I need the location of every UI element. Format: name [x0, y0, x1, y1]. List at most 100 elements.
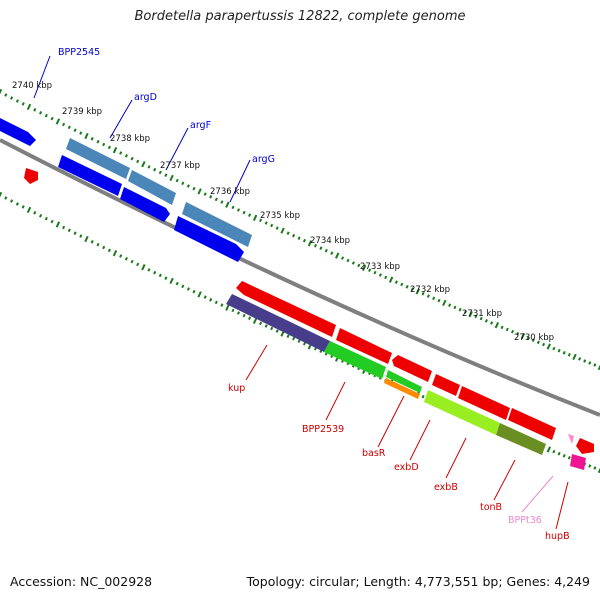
minor-tick — [357, 263, 361, 268]
minor-tick — [130, 156, 134, 161]
major-tick — [415, 288, 420, 295]
gene-bpp2539[interactable] — [324, 341, 386, 379]
minor-tick — [62, 122, 66, 127]
minor-tick — [236, 311, 241, 315]
label-bpp2545[interactable]: BPP2545 — [58, 47, 100, 58]
gene-argg[interactable] — [182, 202, 252, 247]
scale-label-2730: 2730 kbp — [514, 333, 554, 343]
major-tick — [112, 250, 118, 257]
gene-argd[interactable] — [66, 138, 130, 179]
minor-tick — [192, 289, 196, 294]
gene-basr[interactable] — [386, 370, 422, 393]
minor-tick — [73, 128, 77, 132]
gene-argd-arrow[interactable] — [58, 155, 122, 196]
gene-tonb[interactable] — [496, 423, 546, 455]
minor-tick — [158, 170, 162, 175]
minor-tick — [220, 303, 224, 307]
minor-tick — [153, 167, 157, 172]
minor-tick — [147, 165, 151, 169]
label-hupb[interactable]: hupB — [545, 531, 570, 542]
gene-bpp2539-red[interactable] — [336, 328, 392, 364]
minor-tick — [400, 282, 404, 287]
gene-exbb-red[interactable] — [458, 386, 510, 420]
minor-tick — [248, 213, 252, 217]
scale-label-2736: 2736 kbp — [210, 187, 250, 197]
minor-tick — [231, 308, 235, 313]
scale-label-2735: 2735 kbp — [260, 211, 300, 221]
minor-tick — [458, 307, 462, 312]
minor-tick — [463, 310, 467, 314]
minor-tick — [203, 295, 207, 299]
minor-tick — [500, 325, 504, 330]
minor-tick — [175, 281, 179, 286]
label-exbb[interactable]: exbB — [434, 482, 458, 493]
gene-argf[interactable] — [128, 170, 176, 205]
gene-exbb[interactable] — [424, 390, 500, 435]
gene-kup[interactable] — [226, 294, 330, 352]
minor-tick — [536, 340, 540, 345]
gene-exbd-red[interactable] — [432, 374, 460, 396]
major-tick — [597, 363, 600, 371]
label-tonb[interactable]: tonB — [480, 502, 502, 513]
label-exbd[interactable]: exbD — [394, 462, 419, 473]
scale-label-2731: 2731 kbp — [462, 309, 502, 319]
gene-basr-red[interactable] — [392, 355, 432, 382]
minor-tick — [567, 353, 571, 357]
minor-tick — [107, 145, 111, 150]
label-argd[interactable]: argD — [134, 92, 157, 103]
gene-bppt36[interactable] — [568, 434, 574, 444]
label-argf[interactable]: argF — [190, 120, 211, 131]
minor-tick — [214, 300, 218, 305]
gene-hupb-red[interactable] — [576, 438, 594, 454]
minor-tick — [90, 137, 94, 141]
minor-tick — [10, 96, 14, 100]
minor-tick — [96, 139, 100, 144]
minor-tick — [50, 219, 54, 224]
minor-tick — [4, 93, 8, 97]
label-basr[interactable]: basR — [362, 448, 386, 459]
gene-hupb[interactable] — [570, 454, 586, 470]
label-bppt36[interactable]: BPPt36 — [508, 515, 542, 526]
minor-tick — [44, 113, 48, 118]
minor-tick — [164, 276, 168, 280]
minor-tick — [181, 181, 185, 186]
major-tick — [0, 191, 3, 199]
gene-argf-arrow[interactable] — [120, 187, 170, 222]
minor-tick — [384, 275, 388, 280]
gene-kup-red[interactable] — [236, 281, 336, 337]
minor-tick — [567, 456, 571, 460]
scale-label-2734: 2734 kbp — [310, 236, 350, 246]
minor-tick — [394, 280, 398, 284]
minor-tick — [50, 116, 54, 121]
minor-tick — [248, 316, 252, 320]
gene-tonb-red[interactable] — [508, 408, 556, 440]
minor-tick — [158, 273, 162, 278]
major-tick — [26, 103, 32, 111]
minor-tick — [346, 258, 350, 263]
outer-tick-row — [0, 88, 600, 371]
major-tick — [388, 276, 394, 283]
minor-tick — [373, 270, 377, 275]
label-argg[interactable]: argG — [252, 154, 275, 165]
minor-tick — [4, 196, 8, 200]
gene-argg-arrow[interactable] — [174, 216, 244, 262]
minor-tick — [583, 359, 587, 363]
major-tick — [362, 264, 367, 271]
minor-tick — [136, 262, 140, 267]
minor-tick — [286, 231, 290, 235]
major-tick — [252, 214, 258, 221]
minor-tick — [44, 216, 48, 221]
minor-tick — [410, 287, 414, 291]
label-bpp2539[interactable]: BPP2539 — [302, 424, 344, 435]
minor-tick — [432, 296, 436, 301]
accession-text: Accession: NC_002928 — [10, 574, 153, 589]
map-title: Bordetella parapertussis 12822, complete… — [134, 9, 466, 24]
gene-small-red[interactable] — [24, 168, 38, 184]
gene-bpp2545[interactable] — [0, 118, 36, 146]
label-kup[interactable]: kup — [228, 383, 245, 394]
gene-exbd[interactable] — [384, 378, 420, 399]
minor-tick — [124, 154, 128, 158]
minor-tick — [313, 243, 318, 248]
minor-tick — [552, 346, 556, 351]
major-tick — [520, 332, 526, 340]
